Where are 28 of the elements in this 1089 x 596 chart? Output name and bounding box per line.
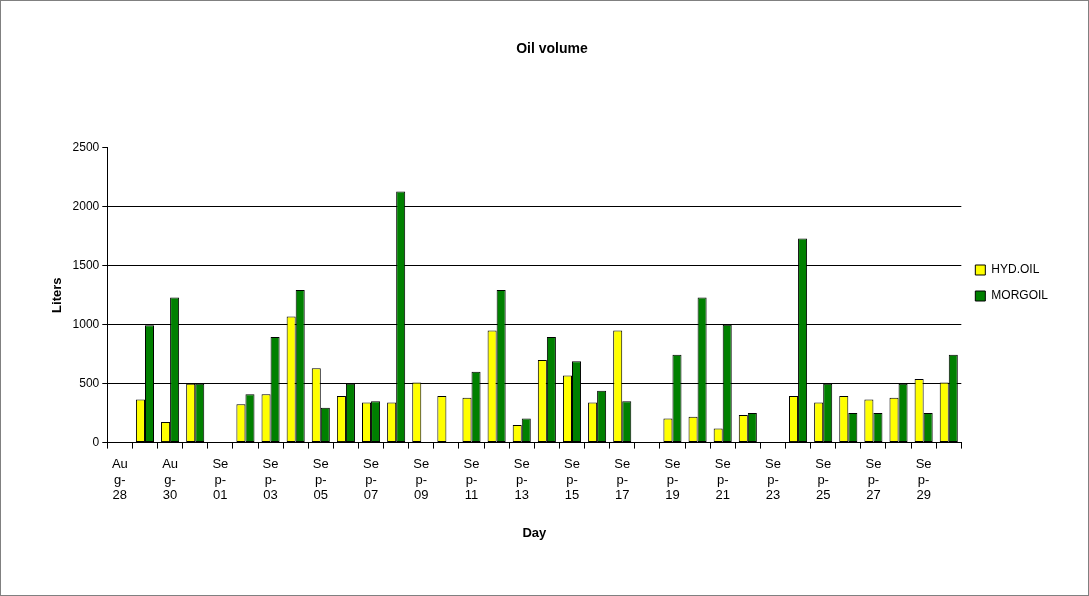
chart-title: Oil volume bbox=[516, 40, 588, 57]
legend-label: MORGOIL bbox=[991, 288, 1049, 303]
y-tick-label: 2000 bbox=[72, 199, 100, 214]
y-tick-label: 2500 bbox=[72, 140, 100, 155]
y-axis-title: Liters bbox=[49, 277, 65, 313]
x-tick-label: Sep-03 bbox=[262, 455, 279, 503]
x-tick-label: Aug-28 bbox=[111, 455, 128, 503]
x-tick-label: Sep-01 bbox=[212, 455, 229, 503]
x-tick-label: Sep-21 bbox=[714, 455, 731, 503]
legend-label: HYD.OIL bbox=[991, 262, 1040, 277]
x-tick-label: Sep-07 bbox=[363, 455, 379, 503]
y-tick-label: 1000 bbox=[72, 316, 100, 331]
x-tick-label: Sep-11 bbox=[463, 455, 480, 503]
y-tick-label: 1500 bbox=[72, 258, 100, 273]
x-tick-label: Sep-19 bbox=[664, 455, 681, 503]
x-tick-label: Sep-17 bbox=[614, 455, 631, 503]
x-axis-title: Day bbox=[522, 524, 547, 540]
x-tick-label: Sep-09 bbox=[413, 455, 430, 503]
x-tick-label: Sep-27 bbox=[865, 455, 882, 503]
y-tick-label: 500 bbox=[79, 375, 100, 390]
x-tick-label: Sep-05 bbox=[312, 455, 329, 503]
x-tick-label: Sep-13 bbox=[513, 455, 530, 503]
x-tick-label: Aug-30 bbox=[162, 455, 179, 503]
y-tick-label: 0 bbox=[92, 434, 100, 449]
x-tick-label: Sep-29 bbox=[915, 455, 932, 503]
x-tick-label: Sep-25 bbox=[815, 455, 832, 503]
x-tick-label: Sep-23 bbox=[764, 455, 781, 503]
x-tick-label: Sep-15 bbox=[564, 455, 580, 503]
